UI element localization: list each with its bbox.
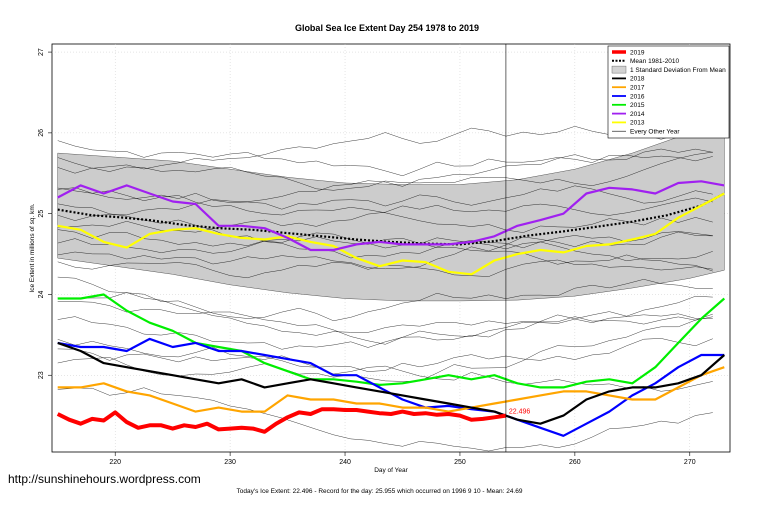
legend-label: 2017 (630, 85, 645, 92)
other-year-line (57, 295, 713, 345)
series-line-2014 (57, 180, 725, 252)
other-year-line (57, 148, 713, 221)
series-line-2013 (57, 192, 725, 276)
x-tick-label: 260 (569, 459, 581, 466)
y-axis-ticks: 23 24 25 26 27 (38, 48, 52, 379)
other-year-line (57, 387, 713, 452)
other-year-line (57, 125, 713, 170)
legend-label: 2013 (630, 120, 645, 127)
legend-label: 2018 (630, 76, 645, 83)
legend-label: 2015 (630, 102, 645, 109)
other-year-line (57, 348, 713, 392)
other-year-line (57, 187, 713, 233)
legend-label: Every Other Year (630, 129, 680, 136)
x-tick-label: 240 (339, 459, 351, 466)
y-axis-label: Ice Extent in millions of sq. km. (29, 203, 36, 292)
other-year-line (57, 276, 713, 322)
series-line-mean-1981-2010 (57, 192, 725, 246)
other-year-line (57, 231, 713, 254)
other-year-line (57, 338, 713, 372)
legend-box (607, 45, 730, 139)
legend: 2019 Mean 1981-2010 1 Standard Deviation F… (607, 45, 730, 139)
chart-title: Global Sea Ice Extent Day 254 1978 to 20… (295, 23, 479, 33)
other-year-line (57, 203, 713, 262)
x-tick-label: 220 (109, 459, 121, 466)
legend-label: 2019 (630, 49, 645, 56)
legend-label: 1 Standard Deviation From Mean (630, 67, 726, 74)
other-year-line (57, 292, 713, 336)
series-lines (56, 180, 726, 437)
legend-label: 2016 (630, 93, 645, 100)
x-tick-label: 230 (224, 459, 236, 466)
y-tick-label: 25 (38, 210, 45, 218)
x-axis-ticks: 220 230 240 250 260 270 (109, 452, 696, 466)
other-year-line (57, 229, 713, 272)
other-year-line (57, 151, 713, 191)
series-line-2018 (57, 341, 726, 425)
y-tick-label: 24 (38, 290, 45, 298)
legend-label: Mean 1981-2010 (630, 58, 680, 65)
series-line-2015 (57, 293, 726, 389)
legend-swatch (611, 65, 627, 74)
y-tick-label: 27 (38, 48, 45, 56)
series-line-2017 (57, 366, 725, 413)
other-year-line (57, 185, 713, 210)
current-value-label: 22.496 (509, 409, 531, 416)
footer-stats: Today's Ice Extent: 22.496 - Record for … (236, 488, 523, 495)
other-year-line (57, 140, 713, 177)
website-url: http://sunshinehours.wordpress.com (8, 472, 201, 486)
std-dev-band (57, 116, 725, 302)
x-tick-label: 250 (454, 459, 466, 466)
every-other-year-lines (57, 125, 713, 452)
x-tick-label: 270 (684, 459, 696, 466)
other-year-line (57, 313, 713, 350)
legend-label: 2014 (630, 111, 645, 118)
x-axis-label: Day of Year (374, 467, 408, 474)
std-dev-area (57, 116, 725, 302)
y-tick-label: 26 (38, 129, 45, 137)
series-line-2019 (56, 407, 507, 434)
y-tick-label: 23 (38, 371, 45, 379)
